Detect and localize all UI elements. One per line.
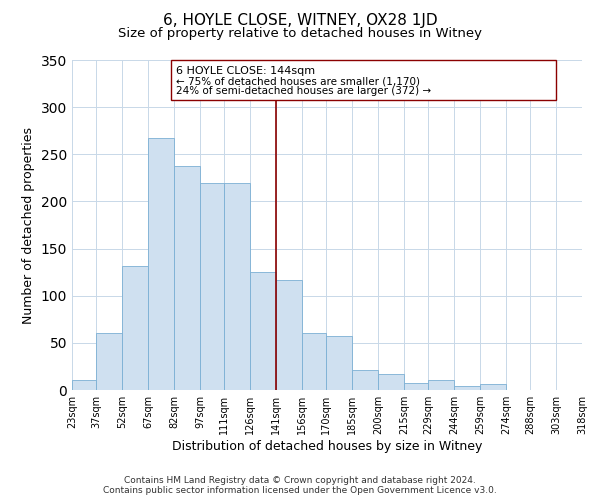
Text: 6 HOYLE CLOSE: 144sqm: 6 HOYLE CLOSE: 144sqm [176,66,315,76]
Bar [72,380,96,390]
Bar [200,182,224,390]
Bar [96,334,122,390]
Text: Size of property relative to detached houses in Witney: Size of property relative to detached ho… [118,28,482,40]
Text: 24% of semi-detached houses are larger (372) →: 24% of semi-detached houses are larger (… [176,86,431,97]
Bar [352,370,378,390]
Bar [480,384,506,390]
Bar [250,272,276,390]
Bar [404,384,428,390]
Bar [174,166,200,390]
Y-axis label: Number of detached properties: Number of detached properties [22,126,35,324]
Bar [326,336,352,390]
FancyBboxPatch shape [170,60,556,100]
Bar [454,386,480,390]
Text: ← 75% of detached houses are smaller (1,170): ← 75% of detached houses are smaller (1,… [176,76,420,86]
Text: Contains HM Land Registry data © Crown copyright and database right 2024.
Contai: Contains HM Land Registry data © Crown c… [103,476,497,495]
Bar [148,138,174,390]
Bar [428,380,454,390]
X-axis label: Distribution of detached houses by size in Witney: Distribution of detached houses by size … [172,440,482,453]
Bar [378,374,404,390]
Bar [276,280,302,390]
Text: 6, HOYLE CLOSE, WITNEY, OX28 1JD: 6, HOYLE CLOSE, WITNEY, OX28 1JD [163,12,437,28]
Bar [302,334,326,390]
Bar [122,266,148,390]
Bar [224,182,250,390]
